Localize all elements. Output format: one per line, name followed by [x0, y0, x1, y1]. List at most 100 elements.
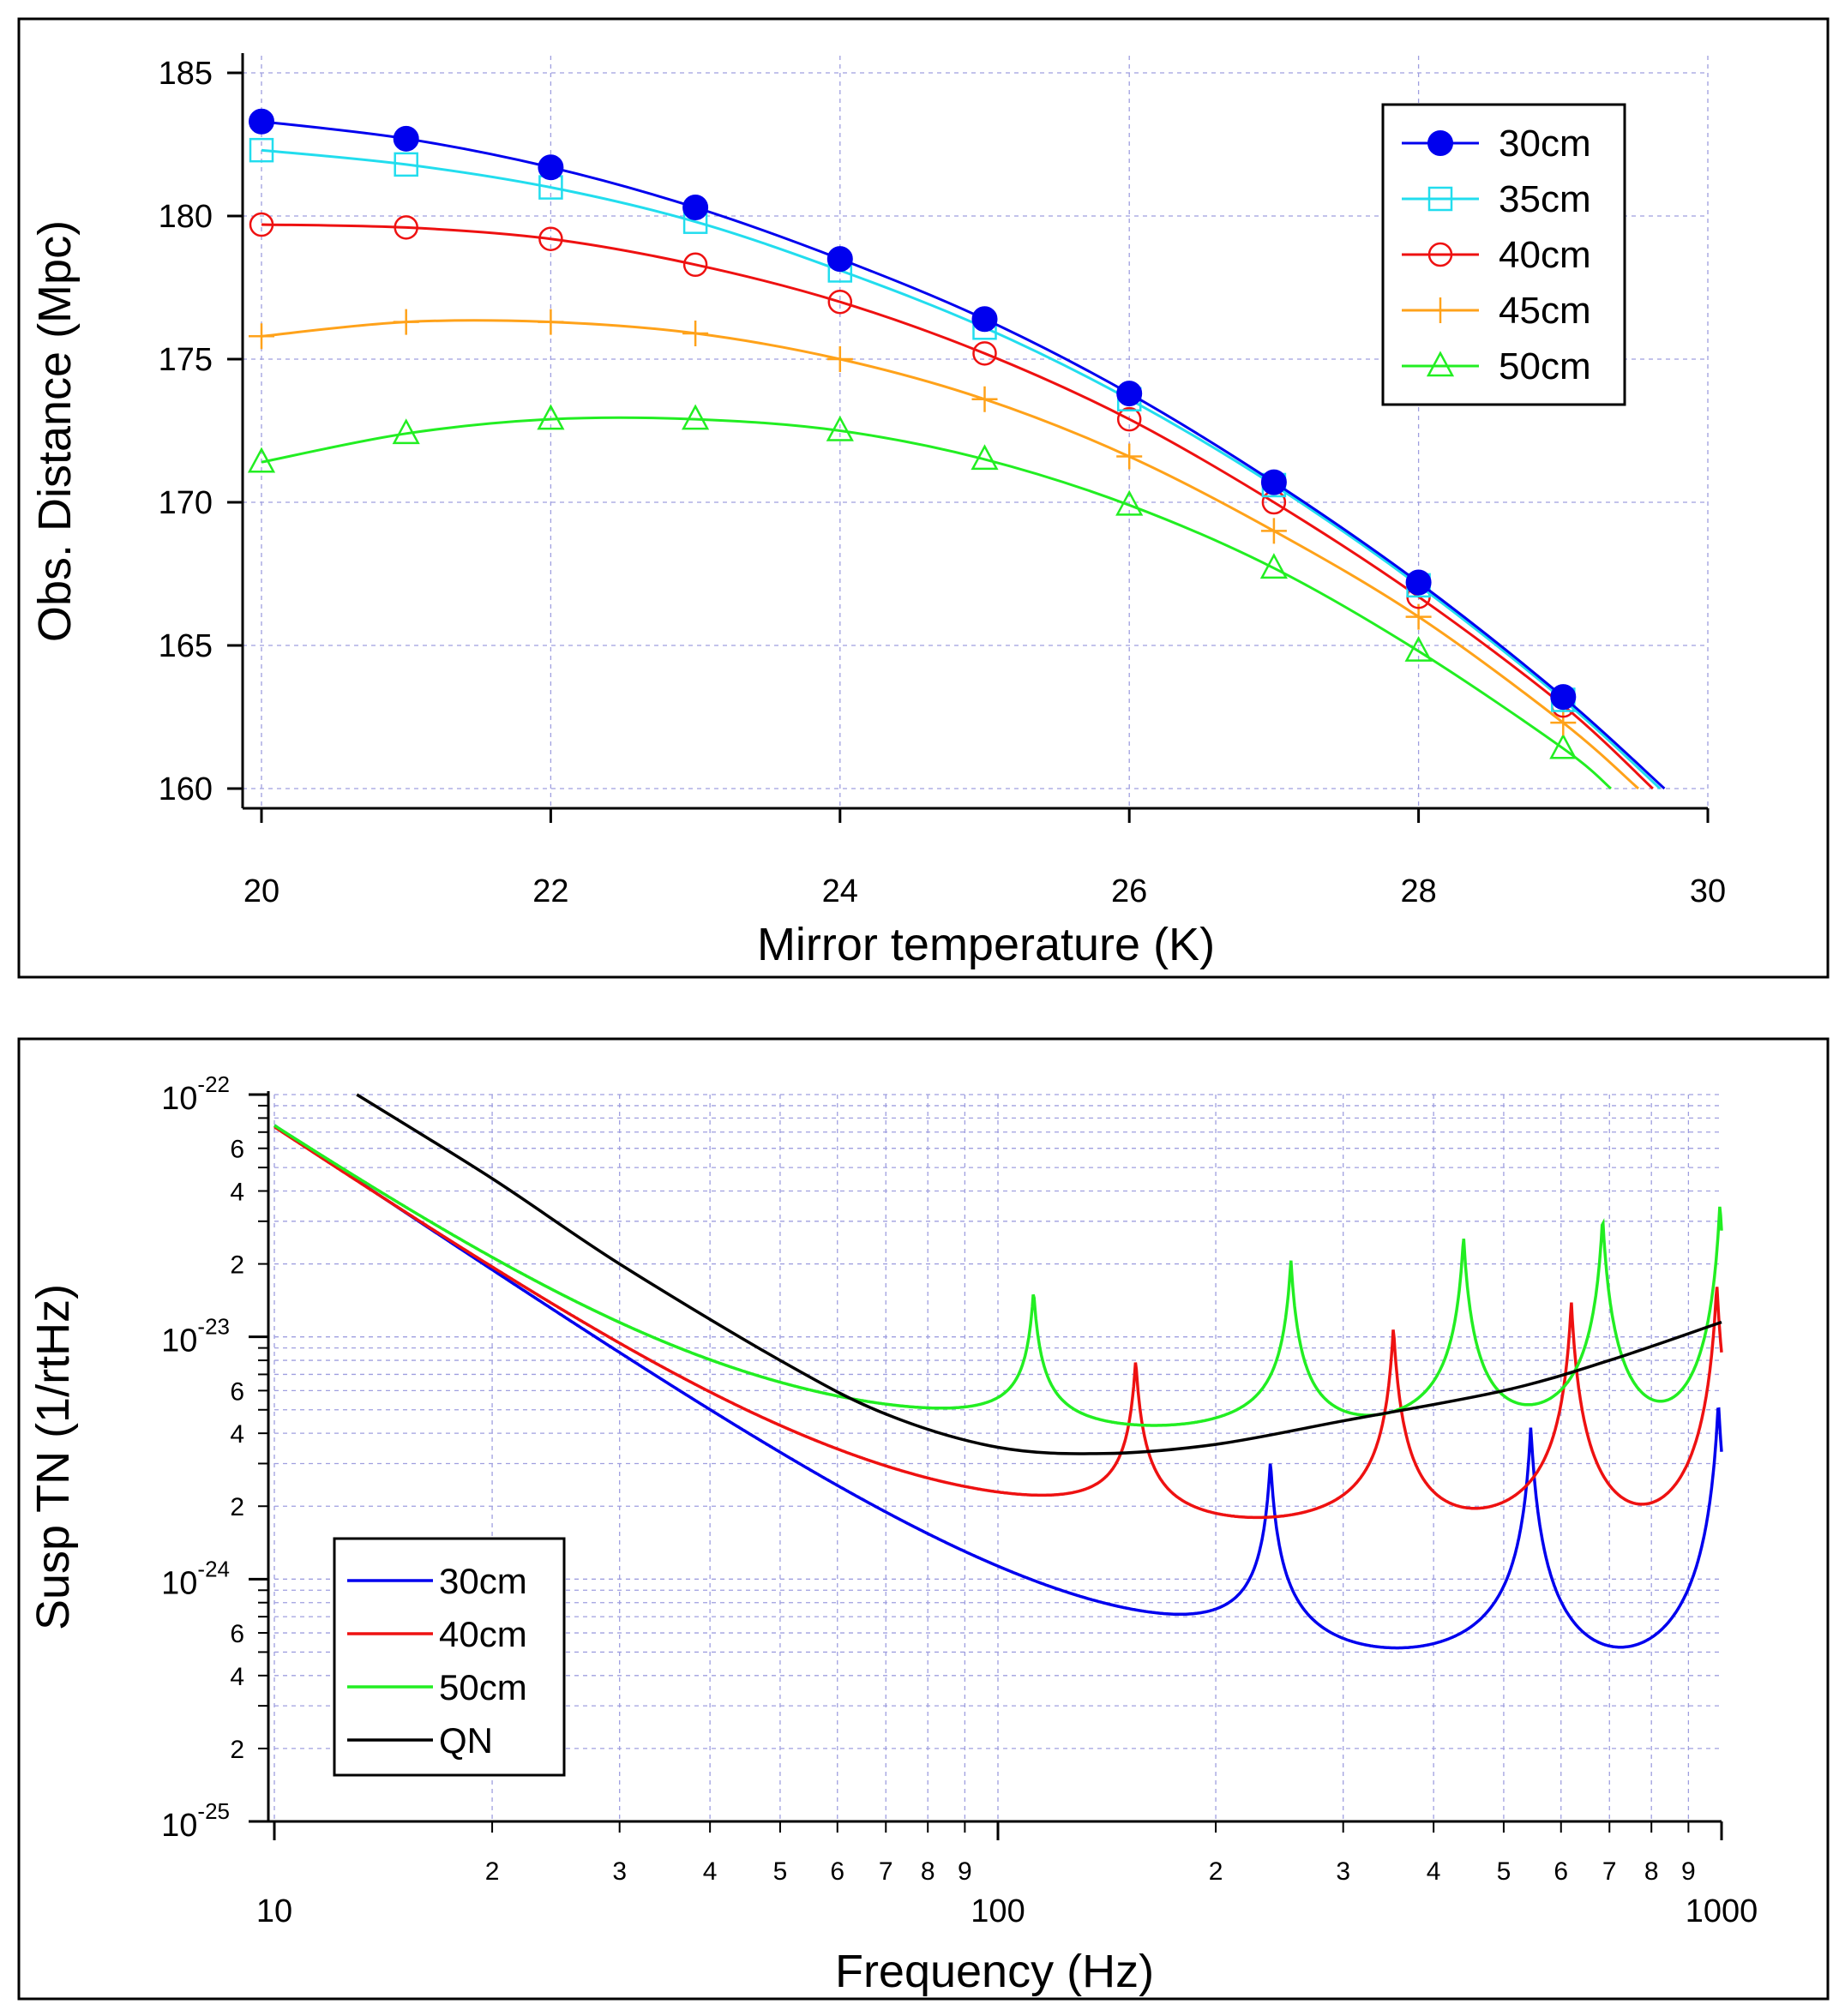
top-data-point-35cm — [249, 137, 274, 163]
top-data-point-30cm — [538, 154, 564, 181]
bottom-y-minor-tick-label: 2 — [230, 1493, 244, 1521]
bottom-y-minor-tick-label: 4 — [230, 1663, 244, 1691]
top-legend-marker — [1427, 186, 1453, 212]
top-x-tick-label: 20 — [243, 873, 279, 909]
bottom-x-minor-tick-label: 9 — [958, 1857, 972, 1886]
top-gridlines — [243, 56, 1709, 808]
bottom-series-line-40cm — [273, 1125, 1723, 1520]
top-data-point-50cm — [1549, 733, 1578, 759]
top-data-point-50cm — [1259, 553, 1288, 579]
top-x-axis-title: Mirror temperature (K) — [757, 919, 1215, 970]
bottom-legend-label: 40cm — [439, 1614, 527, 1654]
top-x-tick-label: 30 — [1690, 873, 1726, 909]
bottom-x-minor-tick-label: 6 — [830, 1857, 844, 1886]
bottom-ticks: 2 3 4 5 6 7 8 9 2 3 4 5 6 7 8 910 100 100024624624610-221… — [161, 1071, 1758, 1929]
top-y-tick-label: 175 — [159, 342, 213, 378]
bottom-y-minor-tick-label: 6 — [230, 1620, 244, 1648]
top-data-point-30cm — [393, 125, 419, 152]
bottom-legend-label: QN — [439, 1720, 493, 1761]
bottom-x-minor-tick-label: 2 — [485, 1857, 500, 1886]
top-data-point-45cm — [1116, 443, 1143, 470]
top-y-tick-label: 180 — [159, 199, 213, 235]
top-data-point-50cm — [826, 415, 854, 441]
bottom-x-minor-tick-label: 8 — [921, 1857, 935, 1886]
bottom-y-tick-base: 10 — [161, 1323, 197, 1359]
top-chart-panel: 20 22 24 26 28 30 160 165 170 175 180 185 Mirror te… — [17, 17, 1830, 979]
top-legend-label: 40cm — [1499, 234, 1591, 276]
top-data-point-50cm — [392, 418, 420, 445]
bottom-panel-frame — [17, 1037, 1830, 2001]
top-data-point-50cm — [537, 404, 565, 430]
bottom-x-minor-tick-label: 3 — [1336, 1857, 1350, 1886]
top-data-point-50cm — [1115, 489, 1144, 516]
top-y-tick-label: 170 — [159, 485, 213, 521]
top-legend-label: 35cm — [1499, 178, 1591, 220]
top-data-point-40cm — [827, 289, 853, 315]
top-y-tick-label: 185 — [159, 56, 213, 92]
bottom-x-minor-tick-label: 7 — [879, 1857, 893, 1886]
bottom-x-minor-tick-label: 5 — [1497, 1857, 1511, 1886]
bottom-x-minor-tick-label: 2 — [1209, 1857, 1223, 1886]
top-x-tick-label: 28 — [1400, 873, 1436, 909]
top-data-point-45cm — [971, 386, 998, 412]
top-data-point-30cm — [682, 194, 709, 220]
top-data-point-30cm — [1116, 381, 1143, 407]
top-legend: 30cm 35cm 40cm 45cm 50cm — [1381, 103, 1626, 406]
top-series-line-40cm — [261, 223, 1654, 790]
bottom-legend-label: 50cm — [439, 1667, 527, 1707]
top-legend-label: 45cm — [1499, 290, 1591, 332]
top-panel-frame — [17, 17, 1830, 979]
top-data-point-35cm — [394, 152, 418, 177]
bottom-x-minor-tick-label: 4 — [703, 1857, 718, 1886]
bottom-y-minor-tick-label: 6 — [230, 1377, 244, 1406]
bottom-y-tick-base: 10 — [161, 1081, 197, 1117]
bottom-y-minor-tick-label: 4 — [230, 1420, 244, 1449]
bottom-chart-panel: 2 3 4 5 6 7 8 9 2 3 4 5 6 7 8 910 100 100024624624610-221… — [17, 1037, 1830, 2001]
top-data-point-50cm — [247, 447, 276, 473]
bottom-y-tick-exponent: -22 — [197, 1071, 230, 1097]
top-x-tick-label: 22 — [532, 873, 568, 909]
bottom-x-minor-tick-label: 3 — [612, 1857, 627, 1886]
top-data-point-40cm — [682, 252, 708, 278]
top-y-tick-label: 160 — [159, 771, 213, 807]
top-data-point-50cm — [1404, 636, 1433, 662]
top-y-tick-label: 165 — [159, 628, 213, 664]
top-data-point-45cm — [682, 320, 709, 346]
top-data-point-30cm — [1405, 569, 1432, 596]
bottom-y-minor-tick-label: 2 — [230, 1251, 244, 1280]
bottom-y-axis-title: Susp TN (1/rtHz) — [27, 1284, 79, 1630]
bottom-x-major-tick-label: 100 — [971, 1893, 1025, 1929]
bottom-y-tick-exponent: -24 — [197, 1556, 230, 1581]
top-data-point-30cm — [971, 306, 998, 333]
bottom-y-minor-tick-label: 6 — [230, 1136, 244, 1164]
bottom-y-tick-exponent: -25 — [197, 1798, 230, 1824]
bottom-x-axis-title: Frequency (Hz) — [835, 1946, 1154, 1997]
top-data-point-45cm — [393, 309, 419, 335]
top-data-point-45cm — [1550, 710, 1577, 736]
top-y-axis-title: Obs. Distance (Mpc) — [29, 220, 81, 642]
bottom-y-tick-exponent: -23 — [197, 1314, 230, 1340]
bottom-legend-label: 30cm — [439, 1561, 527, 1601]
bottom-y-major-tick-label: 10-24 — [161, 1556, 230, 1601]
bottom-y-minor-tick-label: 2 — [230, 1736, 244, 1764]
bottom-y-tick-base: 10 — [161, 1808, 197, 1844]
bottom-x-major-tick-label: 10 — [256, 1893, 292, 1929]
top-axes — [241, 53, 1708, 810]
top-data-point-40cm — [538, 226, 563, 251]
top-data-point-30cm — [249, 108, 274, 135]
bottom-y-tick-base: 10 — [161, 1565, 197, 1601]
top-x-tick-label: 24 — [822, 873, 858, 909]
top-data-point-45cm — [1260, 518, 1287, 544]
top-data-point-40cm — [394, 215, 418, 240]
top-legend-label: 50cm — [1499, 345, 1591, 387]
bottom-y-major-tick-label: 10-22 — [161, 1071, 230, 1117]
top-series — [247, 108, 1666, 790]
top-data-point-40cm — [972, 341, 997, 366]
bottom-series-line-50cm — [273, 1124, 1723, 1427]
top-legend-marker — [1427, 130, 1453, 156]
top-data-point-40cm — [249, 212, 274, 237]
top-data-point-40cm — [1116, 406, 1142, 432]
bottom-y-minor-tick-label: 4 — [230, 1178, 244, 1206]
bottom-series — [273, 1093, 1723, 1650]
